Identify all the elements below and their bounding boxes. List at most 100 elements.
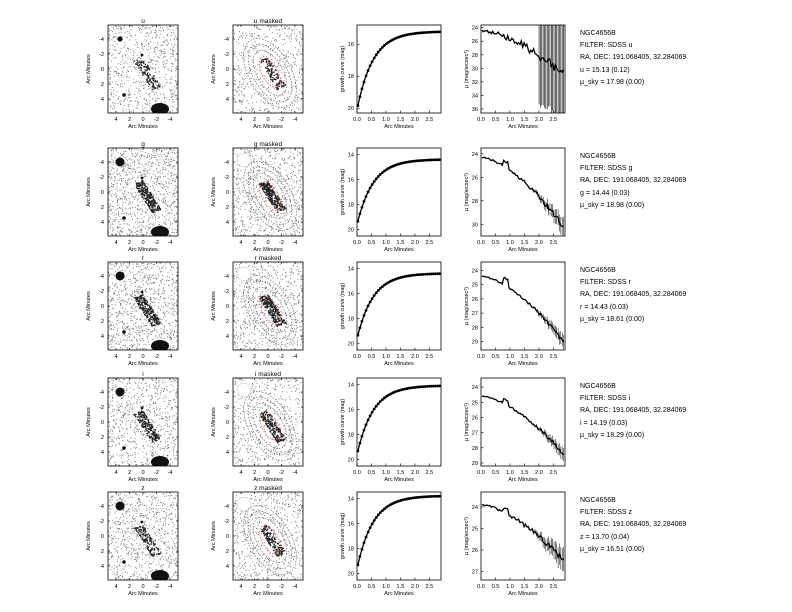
magnitude-label: i = 14.19 (0.03) xyxy=(580,419,628,427)
y-tick-label: 24 xyxy=(472,505,478,511)
x-tick-label: -2 xyxy=(279,354,284,360)
growth-curve-point xyxy=(432,384,435,388)
aperture-ellipse xyxy=(247,280,293,340)
star xyxy=(122,93,126,97)
galaxy-name: NGC4656B xyxy=(580,30,616,37)
x-tick-label: 4 xyxy=(239,354,242,360)
x-tick-label: 2.0 xyxy=(535,584,543,590)
y-tick-label: 28 xyxy=(472,325,478,331)
y-tick-label: 25 xyxy=(472,283,478,289)
y-axis-label: μ (mag/arcsec²) xyxy=(464,287,470,325)
masked-image-panel: g masked 4 2 0 -2 -4 -4 -2 0 2 4 Arc Minutes Arc Min… xyxy=(211,141,304,253)
plot-frame xyxy=(356,377,442,467)
plot-frame xyxy=(480,261,566,351)
plot-frame xyxy=(356,147,442,237)
growth-curve-point xyxy=(364,535,368,539)
growth-curve-panel: 0.0 0.5 1.0 1.5 2.0 2.5 16 18 20 Arc Minutes growt… xyxy=(340,24,442,130)
growth-curve-point xyxy=(374,516,378,519)
x-tick-label: 0.5 xyxy=(492,584,500,590)
growth-curve-point xyxy=(417,273,421,277)
growth-curve-point xyxy=(421,158,425,162)
aperture-ellipse xyxy=(252,173,288,219)
y-axis-label: Arc Minutes xyxy=(211,407,217,437)
y-tick-label: 26 xyxy=(472,297,478,303)
x-tick-label: -2 xyxy=(154,117,159,123)
aperture-ellipse xyxy=(252,50,288,96)
growth-curve-point xyxy=(374,53,378,57)
mask-hole xyxy=(236,266,252,282)
image-pixels xyxy=(233,148,303,236)
star xyxy=(115,271,125,281)
x-tick-label: 0.0 xyxy=(353,354,361,360)
x-tick-label: 0.5 xyxy=(492,470,500,476)
growth-curve-point xyxy=(372,519,376,522)
masked-image-panel: i masked 4 2 0 -2 -4 -4 -2 0 2 4 Arc Minutes Arc Min… xyxy=(211,371,304,483)
growth-curve-point xyxy=(376,513,380,517)
profile-line xyxy=(481,395,565,456)
x-tick-label: 0.5 xyxy=(368,584,376,590)
x-axis-label: Arc Minutes xyxy=(384,124,414,130)
y-tick-label: 2 xyxy=(226,205,229,211)
growth-curve-point xyxy=(385,395,388,398)
x-tick-label: 2.5 xyxy=(426,584,434,590)
y-tick-label: 18 xyxy=(348,74,354,80)
growth-curve-point xyxy=(436,158,439,162)
x-axis-label: Arc Minutes xyxy=(384,477,414,483)
growth-curve-point xyxy=(360,319,364,323)
x-axis-label: Arc Minutes xyxy=(253,591,283,597)
growth-curve-point xyxy=(378,287,382,290)
x-tick-label: 2.0 xyxy=(411,240,419,246)
growth-curve-point xyxy=(419,31,423,35)
x-tick-label: 2.5 xyxy=(550,584,558,590)
x-tick-label: -2 xyxy=(279,470,284,476)
x-tick-label: 1.0 xyxy=(506,584,514,590)
y-tick-label: -2 xyxy=(99,175,104,181)
image-pixels xyxy=(108,262,178,350)
growth-curve-point xyxy=(429,158,433,162)
growth-curve-panel: 0.0 0.5 1.0 1.5 2.0 2.5 14 16 18 20 Arc Minutes gro… xyxy=(340,261,442,367)
y-tick-label: -2 xyxy=(99,405,104,411)
growth-curve-point xyxy=(364,194,368,198)
growth-curve-point xyxy=(419,495,423,499)
y-tick-label: 30 xyxy=(472,66,478,72)
y-tick-label: 4 xyxy=(101,334,104,340)
aperture-ellipse xyxy=(252,403,288,449)
growth-curve-point xyxy=(411,159,415,163)
x-tick-label: 4 xyxy=(239,240,242,246)
x-axis-label: Arc Minutes xyxy=(128,361,158,367)
x-tick-label: 2.5 xyxy=(550,117,558,123)
growth-curve-point xyxy=(427,272,431,276)
growth-curve-point xyxy=(427,158,431,162)
y-tick-label: 20 xyxy=(348,342,354,348)
growth-curve-point xyxy=(427,30,431,34)
x-tick-label: 0.0 xyxy=(477,240,485,246)
y-tick-label: 4 xyxy=(101,450,104,456)
growth-curve-point xyxy=(417,385,421,389)
x-axis-label: Arc Minutes xyxy=(253,124,283,130)
growth-curve-point xyxy=(415,496,419,499)
growth-curve-point xyxy=(429,384,433,388)
y-tick-label: 29 xyxy=(472,461,478,467)
y-tick-label: 2 xyxy=(226,549,229,555)
growth-curve-point xyxy=(374,291,378,295)
growth-curve-point xyxy=(380,171,384,175)
x-tick-label: 2 xyxy=(128,354,131,360)
growth-curve-point xyxy=(425,495,429,499)
y-axis-label: Arc Minutes xyxy=(86,177,92,207)
y-tick-label: 14 xyxy=(348,152,354,158)
x-tick-label: 0 xyxy=(266,240,269,246)
y-tick-label: -4 xyxy=(99,504,104,510)
masked-image-title: r masked xyxy=(255,255,282,262)
x-tick-label: 2.0 xyxy=(535,240,543,246)
x-tick-label: 0.5 xyxy=(368,470,376,476)
y-tick-label: -2 xyxy=(99,52,104,58)
growth-curve-point xyxy=(411,496,415,500)
x-tick-label: 1.5 xyxy=(521,240,529,246)
x-tick-label: 2 xyxy=(128,584,131,590)
y-axis-label: growth curve (mag) xyxy=(340,46,346,93)
y-axis-label: Arc Minutes xyxy=(86,291,92,321)
x-axis-label: Arc Minutes xyxy=(508,591,538,597)
x-tick-label: 4 xyxy=(114,117,117,123)
y-tick-label: 24 xyxy=(472,26,478,32)
x-tick-label: -2 xyxy=(154,470,159,476)
